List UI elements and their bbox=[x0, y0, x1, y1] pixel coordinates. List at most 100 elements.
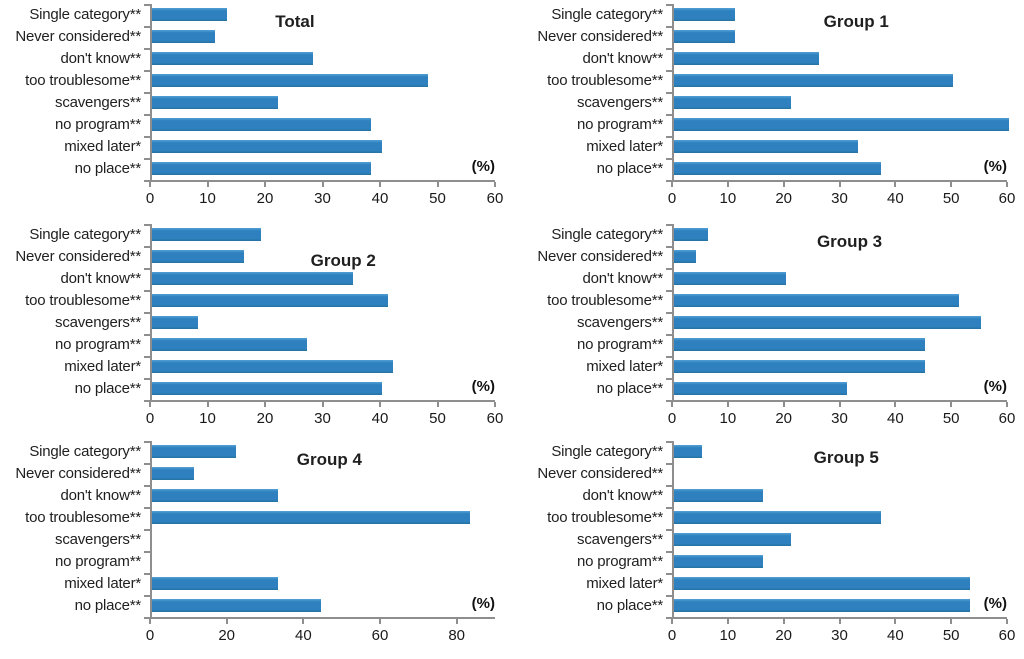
chart-panel-group-2: Single category** Never considered** don't… bbox=[0, 220, 512, 437]
y-tick-mark bbox=[666, 595, 672, 597]
x-tick-mark bbox=[321, 182, 324, 187]
x-tick-mark bbox=[494, 182, 496, 187]
y-axis-line bbox=[672, 441, 674, 618]
y-tick-mark bbox=[144, 356, 150, 358]
bar-no-place bbox=[152, 599, 321, 612]
y-tick-mark bbox=[666, 551, 672, 553]
x-tick-label: 0 bbox=[145, 627, 155, 644]
x-tick-label: 40 bbox=[294, 627, 312, 644]
category-label-no-program: no program** bbox=[55, 553, 141, 570]
y-tick-mark bbox=[144, 224, 150, 226]
x-axis-line bbox=[149, 400, 495, 402]
y-tick-mark bbox=[144, 92, 150, 94]
category-label-no-program: no program** bbox=[577, 116, 663, 133]
category-label-don-t-know: don't know** bbox=[60, 270, 141, 287]
x-axis-line bbox=[149, 617, 495, 619]
x-tick-label: 60 bbox=[371, 627, 389, 644]
x-tick-mark bbox=[225, 619, 228, 624]
bar-single-category bbox=[674, 228, 708, 241]
y-tick-mark bbox=[144, 312, 150, 314]
x-tick-label: 10 bbox=[719, 627, 737, 644]
y-tick-mark bbox=[144, 26, 150, 28]
x-tick-mark bbox=[494, 402, 496, 407]
bar-single-category bbox=[152, 8, 227, 21]
x-tick-label: 20 bbox=[775, 627, 792, 644]
x-tick-mark bbox=[1006, 619, 1008, 624]
category-label-mixed-later: mixed later* bbox=[586, 575, 663, 592]
y-tick-mark bbox=[666, 48, 672, 50]
x-tick-label: 40 bbox=[886, 410, 904, 427]
x-tick-mark bbox=[671, 619, 673, 624]
category-label-single-category: Single category** bbox=[29, 226, 141, 243]
chart-title: Group 4 bbox=[296, 450, 362, 469]
bar-don-t-know bbox=[152, 52, 313, 65]
category-label-too-troublesome: too troublesome** bbox=[25, 509, 141, 526]
x-tick-label: 40 bbox=[886, 190, 904, 207]
chart-title: Total bbox=[275, 12, 315, 31]
category-label-don-t-know: don't know** bbox=[582, 487, 663, 504]
bar-don-t-know bbox=[674, 272, 786, 285]
category-label-never-considered: Never considered** bbox=[15, 28, 141, 45]
x-axis-line bbox=[671, 400, 1007, 402]
bar-mixed-later bbox=[674, 577, 970, 590]
bar-single-category bbox=[152, 445, 236, 458]
x-tick-label: 20 bbox=[256, 190, 274, 207]
x-tick-mark bbox=[206, 402, 209, 407]
y-tick-mark bbox=[144, 529, 150, 531]
x-tick-mark bbox=[264, 402, 266, 407]
y-axis-line bbox=[150, 224, 152, 401]
x-tick-label: 30 bbox=[831, 190, 848, 207]
x-tick-mark bbox=[379, 182, 381, 187]
x-tick-label: 60 bbox=[486, 190, 504, 207]
y-axis-line bbox=[150, 4, 152, 181]
x-tick-label: 50 bbox=[429, 410, 446, 427]
x-tick-label: 20 bbox=[218, 627, 235, 644]
category-label-no-place: no place** bbox=[74, 160, 142, 177]
chart-title: Group 2 bbox=[310, 251, 376, 270]
x-tick-mark bbox=[838, 182, 841, 187]
x-tick-label: 30 bbox=[831, 410, 848, 427]
y-tick-mark bbox=[144, 158, 150, 160]
x-tick-label: 10 bbox=[199, 410, 216, 427]
chart-title: Group 3 bbox=[816, 232, 883, 251]
x-tick-label: 10 bbox=[719, 410, 737, 427]
x-tick-label: 20 bbox=[775, 190, 792, 207]
category-label-single-category: Single category** bbox=[551, 443, 663, 460]
bar-never-considered bbox=[152, 250, 244, 263]
y-tick-mark bbox=[144, 48, 150, 50]
y-tick-mark bbox=[666, 356, 672, 358]
x-tick-label: 20 bbox=[775, 410, 792, 427]
category-label-no-place: no place** bbox=[74, 380, 142, 397]
x-tick-label: 60 bbox=[998, 190, 1016, 207]
category-labels: Single category** Never considered** don't… bbox=[0, 441, 141, 617]
percent-label: (%) bbox=[983, 378, 1007, 395]
y-tick-mark bbox=[666, 529, 672, 531]
x-tick-label: 50 bbox=[942, 627, 960, 644]
x-tick-label: 60 bbox=[998, 627, 1016, 644]
y-tick-mark bbox=[144, 290, 150, 292]
x-tick-label: 0 bbox=[667, 410, 677, 427]
bar-no-program bbox=[152, 338, 307, 351]
category-label-scavengers: scavengers** bbox=[577, 531, 663, 548]
y-tick-mark bbox=[666, 290, 672, 292]
y-tick-mark bbox=[666, 485, 672, 487]
category-label-too-troublesome: too troublesome** bbox=[547, 292, 663, 309]
x-tick-mark bbox=[379, 619, 381, 624]
bar-no-program bbox=[674, 338, 925, 351]
category-label-never-considered: Never considered** bbox=[537, 465, 663, 482]
category-label-mixed-later: mixed later* bbox=[586, 358, 663, 375]
category-label-no-program: no program** bbox=[577, 553, 663, 570]
x-tick-label: 0 bbox=[667, 627, 677, 644]
x-axis-line bbox=[671, 180, 1007, 182]
x-tick-label: 50 bbox=[942, 190, 960, 207]
x-tick-mark bbox=[726, 619, 729, 624]
percent-label: (%) bbox=[471, 595, 495, 612]
category-labels: Single category** Never considered** don't… bbox=[0, 224, 141, 400]
y-tick-mark bbox=[666, 334, 672, 336]
x-tick-label: 20 bbox=[256, 410, 274, 427]
y-tick-mark bbox=[666, 573, 672, 575]
x-tick-mark bbox=[894, 182, 897, 187]
y-tick-mark bbox=[666, 507, 672, 509]
